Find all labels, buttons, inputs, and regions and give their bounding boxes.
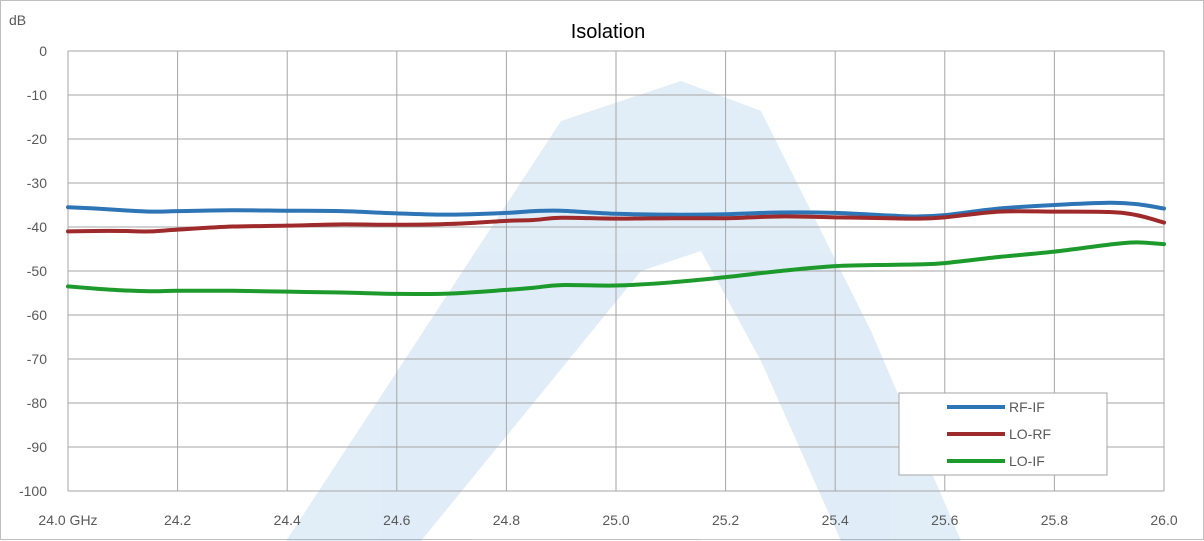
x-tick-label: 24.4 <box>274 512 301 528</box>
chart-title: Isolation <box>571 21 646 43</box>
y-tick-label: -50 <box>27 263 47 279</box>
series-line-rf-if <box>66 200 1166 219</box>
x-tick-label: 25.6 <box>931 512 958 528</box>
y-tick-label: -70 <box>27 351 47 367</box>
legend-label: RF-IF <box>1009 399 1045 415</box>
y-tick-label: -10 <box>27 87 47 103</box>
y-tick-label: 0 <box>39 43 47 59</box>
watermark-logo <box>286 81 961 541</box>
y-tick-label: -20 <box>27 131 47 147</box>
series-line-lo-rf <box>66 209 1166 234</box>
y-tick-label: -90 <box>27 439 47 455</box>
grid-lines <box>67 50 1165 492</box>
series-lines <box>66 200 1166 296</box>
y-tick-label: -40 <box>27 219 47 235</box>
x-tick-label: 25.0 <box>602 512 629 528</box>
y-axis-ticks: 0 -10 -20 -30 -40 -50 -60 -70 -80 -90 -100 <box>19 43 47 499</box>
x-tick-label: 24.2 <box>164 512 191 528</box>
x-tick-label: 25.8 <box>1041 512 1068 528</box>
y-tick-label: -80 <box>27 395 47 411</box>
series-line-lo-if <box>66 240 1166 296</box>
y-axis-unit: dB <box>9 12 26 28</box>
legend-label: LO-RF <box>1009 426 1051 442</box>
x-tick-label: 25.4 <box>822 512 849 528</box>
y-tick-label: -30 <box>27 175 47 191</box>
y-tick-label: -60 <box>27 307 47 323</box>
legend: RF-IF LO-RF LO-IF <box>898 392 1108 476</box>
x-tick-label: 24.6 <box>383 512 410 528</box>
x-tick-label: 24.0 GHz <box>38 512 97 528</box>
y-tick-label: -100 <box>19 483 47 499</box>
x-tick-label: 25.2 <box>712 512 739 528</box>
x-tick-label: 24.8 <box>493 512 520 528</box>
x-axis-ticks: 24.0 GHz 24.2 24.4 24.6 24.8 25.0 25.2 25.4 25.6… <box>38 512 1177 528</box>
legend-label: LO-IF <box>1009 453 1045 469</box>
x-tick-label: 26.0 <box>1150 512 1177 528</box>
